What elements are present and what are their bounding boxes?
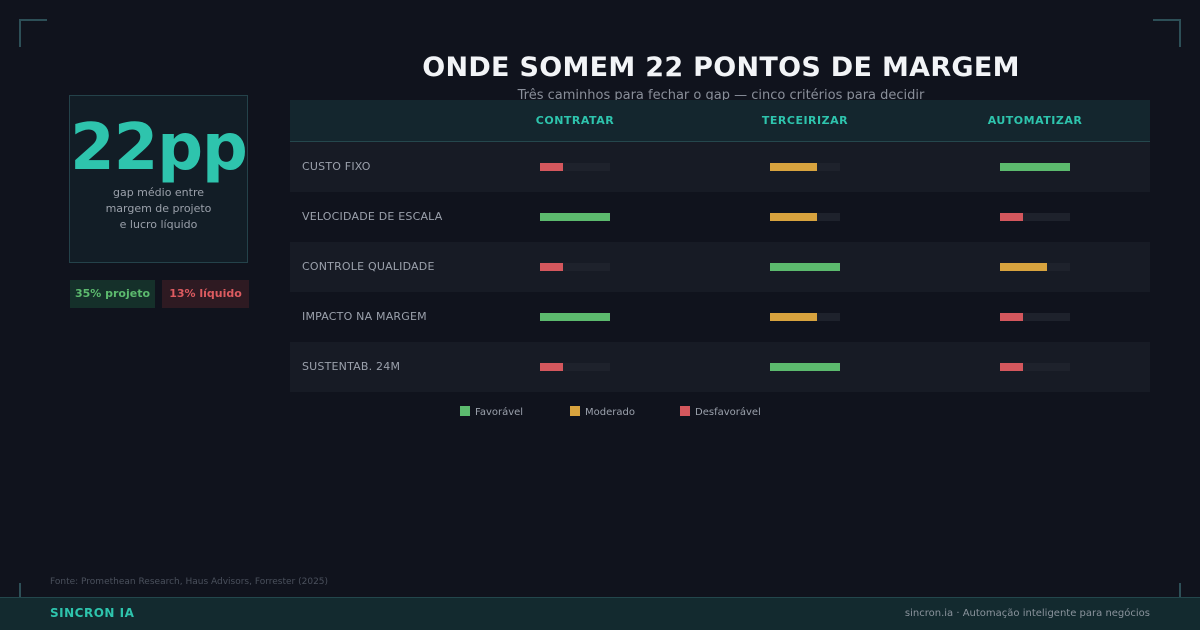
rating-bar-track <box>1000 313 1070 321</box>
stat-description-line: e lucro líquido <box>119 218 198 231</box>
brand-name: SINCRON IA <box>50 606 135 620</box>
legend-item: Favorável <box>460 406 523 419</box>
rating-bar-moderate <box>770 213 817 221</box>
rating-bar-track <box>770 163 840 171</box>
rating-bar-favorable <box>770 263 840 271</box>
matrix-row: IMPACTO NA MARGEM <box>290 292 1150 342</box>
rating-bar-favorable <box>540 213 610 221</box>
rating-bar-track <box>1000 263 1070 271</box>
page-title: ONDE SOMEM 22 PONTOS DE MARGEM <box>422 52 1020 83</box>
column-header: CONTRATAR <box>535 114 615 127</box>
rating-bar-favorable <box>540 313 610 321</box>
legend-swatch <box>570 406 580 416</box>
rating-bar-track <box>770 213 840 221</box>
criterion-label: VELOCIDADE DE ESCALA <box>302 210 443 223</box>
legend-label: Moderado <box>585 407 635 418</box>
criterion-label: IMPACTO NA MARGEM <box>302 310 427 323</box>
project-margin-badge: 35% projeto <box>70 280 155 308</box>
rating-bar-track <box>770 263 840 271</box>
rating-bar-favorable <box>770 363 840 371</box>
matrix-row: CONTROLE QUALIDADE <box>290 242 1150 292</box>
rating-bar-track <box>1000 363 1070 371</box>
stat-description-line: gap médio entre <box>112 186 205 199</box>
stat-value: 22pp <box>70 111 248 185</box>
criterion-label: CUSTO FIXO <box>302 160 371 173</box>
rating-bar-moderate <box>770 313 817 321</box>
legend-item: Desfavorável <box>680 406 761 419</box>
rating-bar-track <box>770 363 840 371</box>
rating-bar-moderate <box>770 163 817 171</box>
rating-bar-track <box>540 163 610 171</box>
matrix-row: SUSTENTAB. 24M <box>290 342 1150 392</box>
rating-bar-track <box>1000 213 1070 221</box>
legend-swatch <box>460 406 470 416</box>
rating-bar-track <box>1000 163 1070 171</box>
rating-bar-unfavorable <box>1000 213 1023 221</box>
rating-bar-track <box>540 263 610 271</box>
footer-tagline: sincron.ia · Automação inteligente para … <box>904 608 1150 619</box>
criterion-label: CONTROLE QUALIDADE <box>302 260 435 273</box>
stat-description-line: margem de projeto <box>105 202 212 215</box>
comparison-matrix: CONTRATAR TERCEIRIZAR AUTOMATIZAR CUSTO FI… <box>290 100 1150 392</box>
corner-frame-top-left <box>19 19 47 47</box>
corner-frame-top-right <box>1153 19 1181 47</box>
stat-description: gap médio entre margem de projeto e lucr… <box>80 185 237 233</box>
stat-card: 22pp gap médio entre margem de projeto e… <box>69 95 248 263</box>
rating-bar-unfavorable <box>540 363 563 371</box>
rating-bar-unfavorable <box>1000 313 1023 321</box>
page-subtitle: Três caminhos para fechar o gap — cinco … <box>517 88 925 103</box>
legend-swatch <box>680 406 690 416</box>
rating-bar-unfavorable <box>1000 363 1023 371</box>
rating-bar-unfavorable <box>540 263 563 271</box>
legend-item: Moderado <box>570 406 635 419</box>
rating-bar-track <box>540 213 610 221</box>
legend-label: Desfavorável <box>695 407 761 418</box>
matrix-header: CONTRATAR TERCEIRIZAR AUTOMATIZAR <box>290 100 1150 142</box>
column-header: AUTOMATIZAR <box>987 114 1083 127</box>
rating-bar-track <box>770 313 840 321</box>
matrix-row: CUSTO FIXO <box>290 142 1150 192</box>
source-note: Fonte: Promethean Research, Haus Advisor… <box>50 577 329 587</box>
rating-bar-track <box>540 363 610 371</box>
criterion-label: SUSTENTAB. 24M <box>302 360 401 373</box>
footer-bar: SINCRON IA sincron.ia · Automação inteli… <box>0 597 1200 630</box>
matrix-row: VELOCIDADE DE ESCALA <box>290 192 1150 242</box>
rating-bar-track <box>540 313 610 321</box>
column-header: TERCEIRIZAR <box>761 114 849 127</box>
legend-label: Favorável <box>475 407 524 418</box>
net-profit-badge: 13% líquido <box>162 280 249 308</box>
rating-bar-moderate <box>1000 263 1047 271</box>
rating-bar-unfavorable <box>540 163 563 171</box>
rating-bar-favorable <box>1000 163 1070 171</box>
